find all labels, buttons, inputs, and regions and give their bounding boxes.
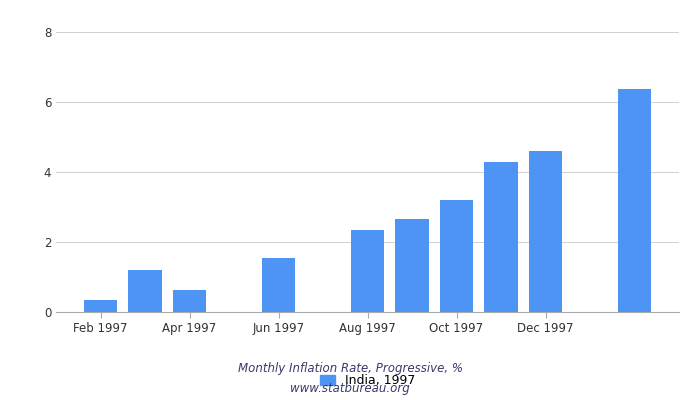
Bar xyxy=(262,258,295,312)
Bar xyxy=(395,219,428,312)
Legend: India, 1997: India, 1997 xyxy=(320,374,415,387)
Bar xyxy=(173,290,206,312)
Bar xyxy=(128,270,162,312)
Bar xyxy=(484,162,518,312)
Text: Monthly Inflation Rate, Progressive, %: Monthly Inflation Rate, Progressive, % xyxy=(237,362,463,375)
Bar xyxy=(351,230,384,312)
Bar xyxy=(84,300,117,312)
Bar xyxy=(528,151,562,312)
Text: www.statbureau.org: www.statbureau.org xyxy=(290,382,410,395)
Bar xyxy=(618,89,651,312)
Bar xyxy=(440,200,473,312)
